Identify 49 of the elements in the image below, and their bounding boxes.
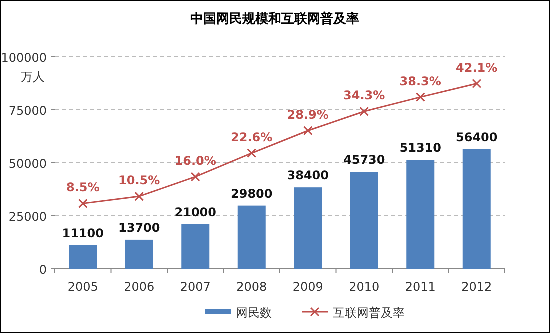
y-tick-label: 50000 xyxy=(8,157,47,171)
data-label: 38400 xyxy=(287,168,329,183)
chart-title: 中国网民规模和互联网普及率 xyxy=(190,11,360,27)
point xyxy=(134,192,144,202)
data-label: 29800 xyxy=(231,186,273,201)
bar xyxy=(69,245,98,269)
data-label: 34.3% xyxy=(344,88,386,103)
x-tick-label: 2010 xyxy=(349,280,380,294)
y-tick-label: 25000 xyxy=(8,210,47,224)
data-label: 45730 xyxy=(344,153,386,168)
data-label: 38.3% xyxy=(400,74,442,88)
bar xyxy=(125,240,154,269)
legend-label: 互联网普及率 xyxy=(333,306,405,320)
legend-label: 网民数 xyxy=(236,306,272,320)
data-label: 21000 xyxy=(174,205,216,220)
data-label: 51310 xyxy=(400,141,442,156)
data-label: 28.9% xyxy=(287,108,329,122)
bar xyxy=(294,188,322,269)
bar xyxy=(462,149,491,269)
point xyxy=(360,106,370,116)
x-tick-label: 2011 xyxy=(405,280,436,294)
y-tick-label: 100000 xyxy=(1,51,47,65)
x-tick-label: 2006 xyxy=(124,280,155,294)
bar xyxy=(350,172,378,269)
point xyxy=(78,198,88,208)
x-tick-label: 2005 xyxy=(68,280,98,294)
x-tick-label: 2009 xyxy=(292,280,324,294)
x-tick-label: 2007 xyxy=(180,280,211,294)
point xyxy=(416,92,426,102)
point xyxy=(303,126,313,136)
x-tick-label: 2012 xyxy=(462,280,492,294)
data-label: 8.5% xyxy=(66,180,100,195)
data-label: 11100 xyxy=(62,226,104,240)
data-label: 56400 xyxy=(456,130,498,144)
y-tick-label: 75000 xyxy=(8,104,47,118)
data-label: 22.6% xyxy=(231,130,273,144)
data-label: 10.5% xyxy=(118,174,160,188)
data-label: 13700 xyxy=(118,220,160,235)
data-label: 42.1% xyxy=(456,60,498,75)
bar xyxy=(182,224,210,269)
data-label: 16.0% xyxy=(174,154,216,168)
y-tick-label: 0 xyxy=(39,263,47,277)
point xyxy=(472,79,482,89)
bar xyxy=(238,206,266,269)
y-axis-title: 万人 xyxy=(21,70,45,84)
point xyxy=(190,172,200,182)
bar xyxy=(406,160,435,269)
point xyxy=(247,148,257,158)
x-tick-label: 2008 xyxy=(236,280,268,294)
